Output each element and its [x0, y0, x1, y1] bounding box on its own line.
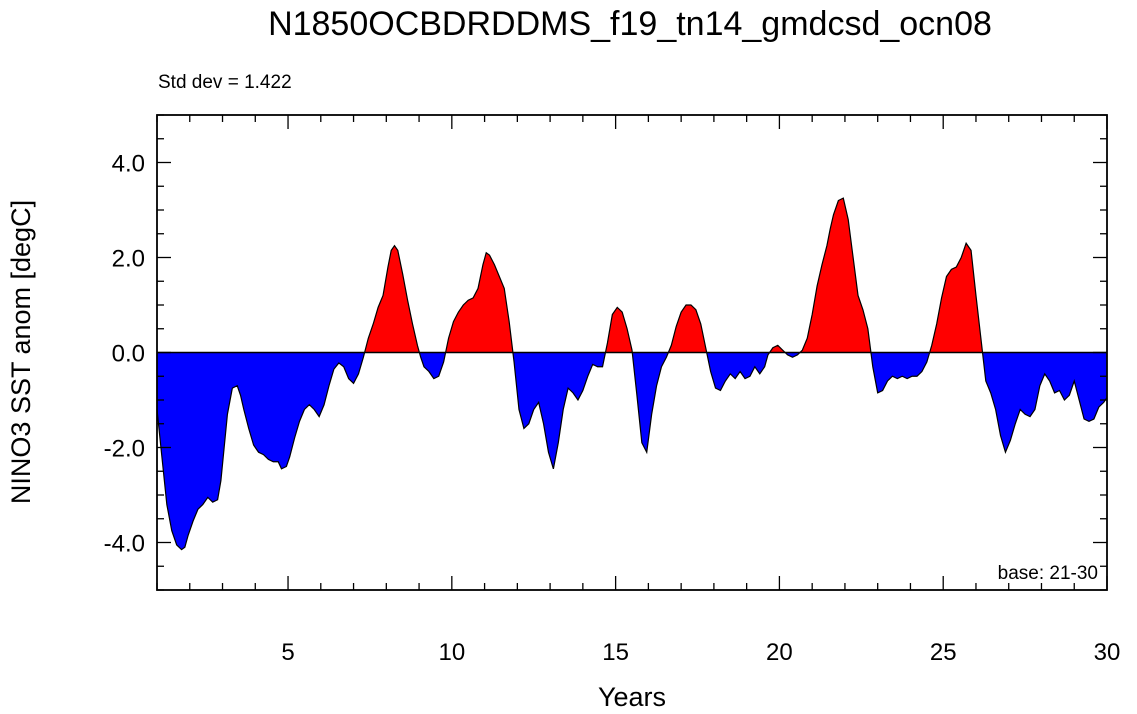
- y-tick-label: 2.0: [112, 246, 145, 273]
- y-tick-label: -4.0: [104, 531, 145, 558]
- x-tick-label: 25: [930, 639, 957, 666]
- plot-frame: [156, 114, 1108, 591]
- y-axis-label: NINO3 SST anom [degC]: [6, 200, 36, 504]
- chart-title: N1850OCBDRDDMS_f19_tn14_gmdcsd_ocn08: [268, 5, 992, 43]
- negative-anomaly-area: [157, 352, 1107, 550]
- x-axis-label: Years: [598, 682, 666, 712]
- x-tick-labels: 5 10 15 20 25 30: [281, 639, 1120, 666]
- x-tick-label: 30: [1094, 639, 1121, 666]
- y-tick-label: 4.0: [112, 151, 145, 178]
- x-tick-label: 15: [602, 639, 629, 666]
- anomaly-series-line: [156, 197, 1108, 551]
- y-tick-label: -2.0: [104, 436, 145, 463]
- y-tick-labels: -4.0 -2.0 0.0 2.0 4.0: [104, 151, 145, 558]
- y-tick-label: 0.0: [112, 341, 145, 368]
- base-period-note: base: 21-30: [998, 563, 1098, 584]
- x-tick-label: 5: [281, 639, 294, 666]
- positive-anomaly-area: [157, 198, 1107, 353]
- x-tick-label: 20: [766, 639, 793, 666]
- x-tick-label: 10: [438, 639, 465, 666]
- std-dev-note: Std dev = 1.422: [158, 72, 292, 93]
